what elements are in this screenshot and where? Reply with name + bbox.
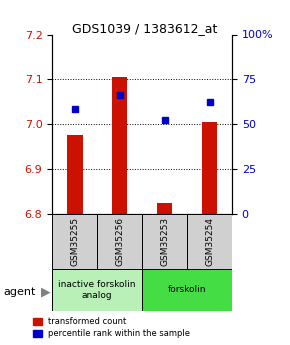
- Legend: transformed count, percentile rank within the sample: transformed count, percentile rank withi…: [33, 317, 190, 338]
- Bar: [112, 77, 128, 214]
- Text: ▶: ▶: [41, 285, 50, 298]
- FancyBboxPatch shape: [187, 214, 232, 269]
- FancyBboxPatch shape: [97, 214, 142, 269]
- Text: GSM35253: GSM35253: [160, 217, 169, 266]
- Text: GDS1039 / 1383612_at: GDS1039 / 1383612_at: [72, 22, 218, 36]
- Text: GSM35256: GSM35256: [115, 217, 124, 266]
- Bar: [67, 136, 83, 214]
- Text: inactive forskolin
analog: inactive forskolin analog: [58, 280, 136, 299]
- FancyBboxPatch shape: [142, 214, 187, 269]
- FancyBboxPatch shape: [142, 269, 232, 310]
- Bar: [157, 203, 173, 214]
- Text: forskolin: forskolin: [168, 285, 206, 294]
- Text: GSM35254: GSM35254: [205, 217, 214, 266]
- FancyBboxPatch shape: [52, 269, 142, 310]
- FancyBboxPatch shape: [52, 214, 97, 269]
- Text: agent: agent: [3, 287, 35, 296]
- Text: GSM35255: GSM35255: [70, 217, 79, 266]
- Bar: [202, 122, 218, 214]
